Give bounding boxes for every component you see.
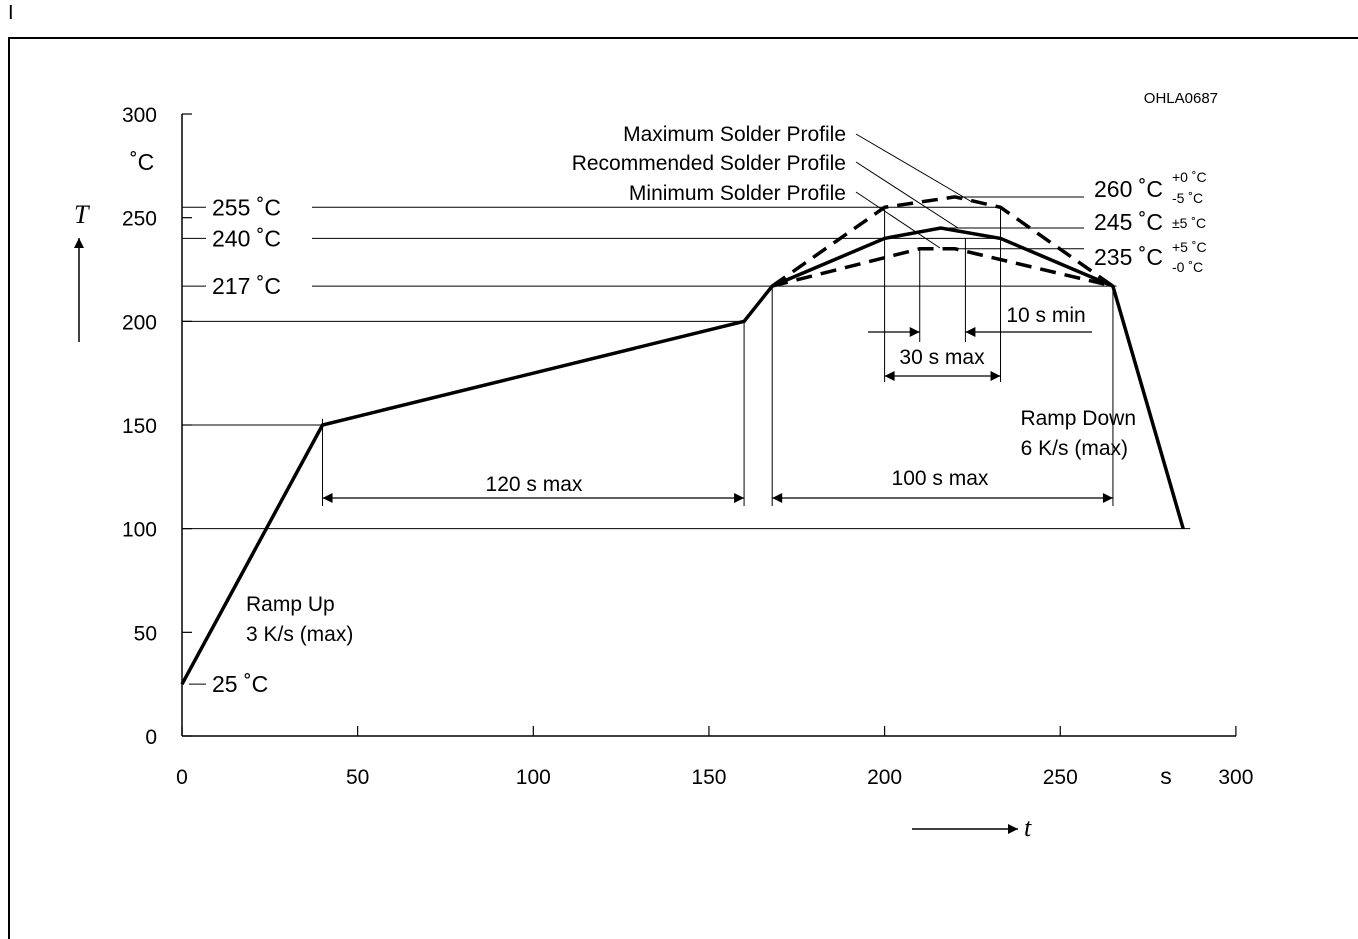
peak-rec-tol: ±5 ˚C [1172, 215, 1206, 231]
y-unit-label: ˚C [130, 149, 154, 175]
corner-mark: I [8, 2, 14, 24]
series-line [771, 195, 1114, 288]
peak-min-value: 235 ˚C [1094, 244, 1163, 270]
legend-recommended-profile: Recommended Solder Profile [572, 152, 846, 175]
legend-maximum-profile: Maximum Solder Profile [623, 123, 846, 146]
reference-line-label: 255 ˚C [212, 194, 281, 220]
x-tick-label: 0 [176, 766, 188, 789]
peak-min-tol-plus: +5 ˚C [1172, 239, 1207, 255]
legend-minimum-profile: Minimum Solder Profile [629, 182, 846, 205]
figure-code: OHLA0687 [1144, 90, 1218, 107]
x-tick-label: 100 [516, 766, 551, 789]
preheat-duration-label: 120 s max [486, 473, 583, 496]
peak-dwell-label: 10 s min [1006, 304, 1085, 327]
ramp-up-rate: 3 K/s (max) [246, 623, 353, 646]
x-tick-label: 50 [346, 766, 369, 789]
leader-recommended [855, 161, 959, 229]
peak-max-value: 260 ˚C [1094, 176, 1163, 202]
reference-line-label: 217 ˚C [212, 273, 281, 299]
y-tick-label: 200 [122, 311, 157, 334]
reference-line-label: 240 ˚C [212, 225, 281, 251]
ramp-up-label: Ramp Up [246, 593, 335, 616]
liquidus-duration-label: 100 s max [892, 467, 989, 490]
ramp-down-label: Ramp Down [1020, 407, 1136, 430]
x-tick-label: 300 [1218, 766, 1253, 789]
y-tick-label: 250 [122, 208, 157, 231]
peak-window-label: 30 s max [899, 346, 985, 369]
leader-minimum [855, 191, 941, 249]
x-tick-label: 200 [867, 766, 902, 789]
ramp-down-rate: 6 K/s (max) [1021, 437, 1128, 460]
series-line [771, 247, 1114, 288]
y-tick-label: 100 [122, 519, 157, 542]
x-tick-label: 250 [1043, 766, 1078, 789]
x-axis-symbol: t [1024, 813, 1032, 842]
y-tick-label: 150 [122, 415, 157, 438]
peak-max-tol-minus: -5 ˚C [1172, 190, 1203, 206]
y-axis-symbol: T [74, 200, 90, 229]
peak-max-tol-plus: +0 ˚C [1172, 169, 1207, 185]
peak-min-tol-minus: -0 ˚C [1172, 259, 1203, 275]
peak-rec-value: 245 ˚C [1094, 209, 1163, 235]
reference-line-label: 25 ˚C [212, 671, 268, 697]
y-tick-label: 300 [122, 104, 157, 127]
x-unit-label: s [1160, 763, 1172, 789]
figure-frame [8, 37, 1358, 939]
y-tick-label: 50 [134, 622, 157, 645]
leader-maximum [855, 133, 973, 203]
y-tick-label: 0 [145, 726, 157, 749]
x-tick-label: 150 [691, 766, 726, 789]
